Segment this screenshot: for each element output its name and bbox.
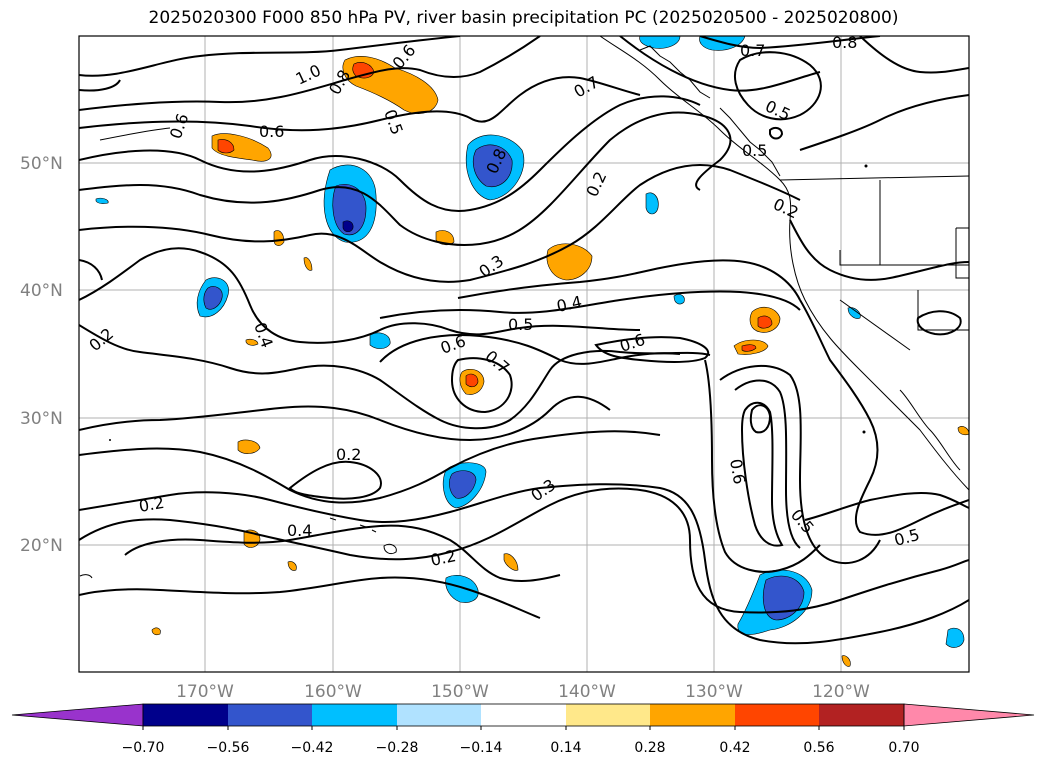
colorbar (11, 703, 1035, 730)
colorbar-extend-high (903, 703, 1035, 727)
graticule (79, 36, 969, 672)
neg-blob (945, 627, 965, 648)
pos-blob (245, 338, 259, 346)
map-plot-area: 1.0 0.8 0.6 0.6 0.6 0.5 0.8 0.7 0.2 0.7 … (79, 33, 969, 672)
lat-labels: 50°N 40°N 30°N 20°N (20, 154, 63, 556)
contour-label: 0.3 (527, 475, 559, 505)
map-title: 2025020300 F000 850 hPa PV, river basin … (148, 8, 899, 28)
contour-label: 0.5 (892, 525, 922, 550)
lon-label: 150°W (431, 682, 489, 702)
neg-blob (95, 197, 109, 204)
contour-label: 0.5 (742, 141, 767, 160)
colorbar-outline (142, 703, 905, 727)
pos-blob (503, 553, 519, 571)
colorbar-tick-label: 0.42 (719, 740, 750, 756)
contour-label: 0.5 (762, 96, 793, 124)
contour-label: 0.6 (617, 330, 647, 356)
contour-label: 0.6 (726, 457, 749, 485)
colorbar-ticks: −0.70 −0.56 −0.42 −0.28 −0.14 0.14 0.28 … (122, 740, 920, 756)
colorbar-tick-label: −0.28 (376, 740, 419, 756)
lat-label: 20°N (20, 536, 63, 556)
lon-label: 130°W (685, 682, 743, 702)
colorbar-tick-label: −0.14 (460, 740, 503, 756)
pos-blob (957, 426, 969, 436)
contour-label: 0.2 (137, 493, 165, 516)
colorbar-tick-label: 0.28 (634, 740, 665, 756)
contour-label: 0.6 (259, 122, 284, 141)
contour-label: 0.2 (336, 445, 361, 464)
colorbar-extend-low (11, 703, 144, 727)
colorbar-tick-label: −0.70 (122, 740, 165, 756)
pos-blob (273, 230, 285, 246)
colorbar-tick-label: −0.56 (207, 740, 250, 756)
colorbar-segment (566, 704, 650, 726)
colorbar-tick-label: 0.56 (803, 740, 834, 756)
lon-label: 170°W (176, 682, 234, 702)
contour-label: 0.8 (832, 33, 857, 52)
neg-blob (763, 575, 805, 621)
lat-label: 40°N (20, 281, 63, 301)
pos-blob (151, 627, 161, 636)
neg-blob (473, 144, 513, 188)
lat-label: 50°N (20, 154, 63, 174)
neg-blob (369, 332, 391, 349)
pos-blob (841, 655, 851, 667)
lon-label: 160°W (304, 682, 362, 702)
colorbar-segment (819, 704, 904, 726)
neg-blob (645, 192, 659, 215)
pos-blob (546, 243, 593, 281)
contour-label: 0.2 (85, 324, 117, 355)
pos-blob (303, 257, 313, 271)
contour-label: 0.6 (166, 111, 193, 141)
colorbar-segment (312, 704, 397, 726)
contour-label: 0.4 (555, 292, 584, 316)
colorbar-tick-label: 0.70 (888, 740, 919, 756)
contour-label: 0.5 (508, 315, 533, 334)
lon-labels: 170°W 160°W 150°W 140°W 130°W 120°W (176, 682, 870, 702)
contour-label: 1.0 (293, 61, 324, 89)
colorbar-segment (143, 704, 228, 726)
colorbar-segment (735, 704, 819, 726)
contour-label: 0.7 (740, 41, 765, 60)
contour-label: 0.4 (250, 320, 277, 350)
lon-label: 140°W (558, 682, 616, 702)
neg-blob (445, 575, 479, 603)
neg-blob (847, 307, 861, 319)
neg-blob (639, 36, 681, 49)
contour-label: 0.4 (287, 521, 312, 540)
pos-blob (465, 373, 479, 388)
pos-blob (287, 561, 297, 571)
colorbar-segment (481, 704, 566, 726)
colorbar-segment (397, 704, 481, 726)
map-frame (78, 35, 970, 673)
neg-blob (673, 294, 685, 305)
pos-blob (741, 344, 757, 352)
contour-label: 0.5 (380, 107, 407, 137)
pos-blob (217, 139, 235, 154)
neg-blob (332, 184, 367, 236)
islands (109, 164, 868, 441)
neg-blob (342, 220, 354, 233)
contour-label: 0.2 (429, 546, 458, 570)
lon-label: 120°W (812, 682, 870, 702)
colorbar-segment (228, 704, 312, 726)
lat-label: 30°N (20, 409, 63, 429)
colorbar-tick-label: −0.42 (291, 740, 334, 756)
pos-blob (757, 315, 773, 329)
pv-contours (79, 36, 969, 645)
precip-shading (95, 36, 969, 667)
colorbar-tick-label: 0.14 (550, 740, 581, 756)
pos-blob (237, 439, 261, 454)
colorbar-segment (650, 704, 735, 726)
neg-blob (203, 286, 223, 310)
neg-blob (449, 470, 477, 499)
